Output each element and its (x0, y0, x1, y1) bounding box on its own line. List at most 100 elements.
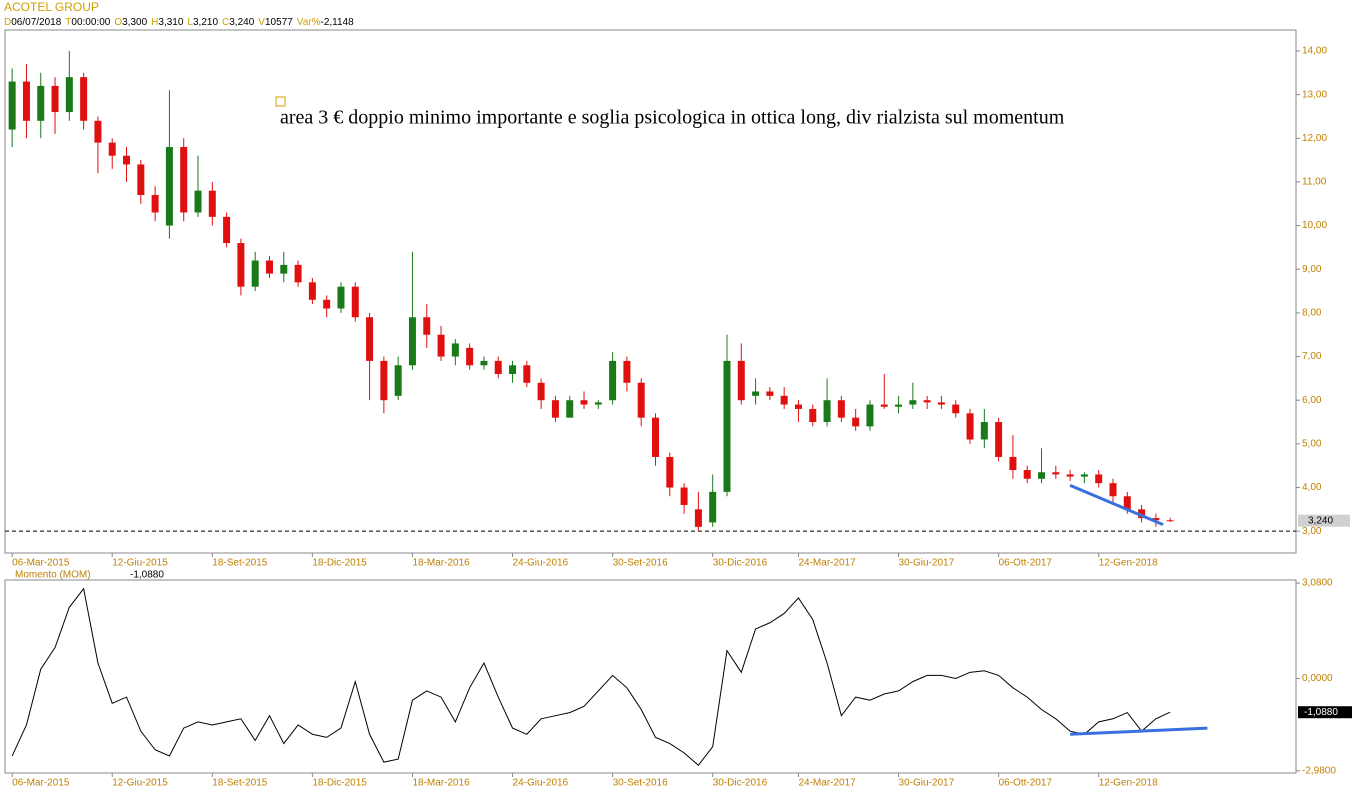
candle-body (437, 334, 445, 357)
candle-body (37, 85, 45, 121)
header-value: 3,210 (193, 17, 218, 28)
price-panel (4, 29, 1297, 554)
candle-body (265, 260, 273, 274)
candle-body (980, 422, 988, 440)
header-value: 00:00:00 (71, 17, 110, 28)
last-value-label: -1,0880 (1304, 707, 1338, 718)
x-tick-label: 18-Dic-2015 (312, 558, 367, 569)
candle-body (94, 120, 102, 143)
last-value-label: 3,240 (1308, 515, 1333, 526)
x-tick-label: 24-Mar-2017 (798, 778, 856, 789)
candle-body (780, 395, 788, 405)
x-tick-label: 06-Ott-2017 (999, 778, 1053, 789)
header-key: O (114, 17, 122, 28)
candle-body (408, 317, 416, 366)
y-tick-label: 5,00 (1302, 439, 1322, 450)
candle-body (1138, 509, 1146, 519)
y-tick-label: 8,00 (1302, 308, 1322, 319)
x-tick-label: 30-Set-2016 (613, 558, 668, 569)
candle-body (308, 282, 316, 300)
candle-body (709, 491, 717, 523)
y-tick-label: 6,00 (1302, 395, 1322, 406)
header-key: C (222, 17, 229, 28)
x-tick-label: 12-Giu-2015 (112, 778, 168, 789)
candle-body (137, 164, 145, 196)
x-tick-label: 30-Giu-2017 (899, 558, 955, 569)
candle-body (1095, 474, 1103, 484)
candle-body (494, 360, 502, 375)
annotation-marker (275, 96, 286, 107)
header-value: 3,310 (158, 17, 183, 28)
candle-body (794, 404, 802, 409)
candle-body (151, 195, 159, 213)
header-value: 3,300 (122, 17, 147, 28)
candle-body (637, 382, 645, 418)
candle-body (223, 216, 231, 244)
candle-body (837, 400, 845, 418)
candle-body (323, 299, 331, 309)
candle-body (995, 422, 1003, 457)
candle-body (1166, 520, 1174, 522)
y-tick-label: 4,00 (1302, 482, 1322, 493)
y-tick-label: 7,00 (1302, 351, 1322, 362)
annotation: area 3 € doppio minimo importante e sogl… (280, 107, 1065, 129)
candle-body (337, 286, 345, 309)
momentum-line (11, 587, 1171, 766)
candle-body (423, 317, 431, 335)
candle-body (294, 264, 302, 283)
candle-body (466, 347, 474, 366)
candle-body (723, 360, 731, 492)
x-tick-label: 12-Gen-2018 (1099, 558, 1158, 569)
candle-body (237, 243, 245, 287)
last-value-tag (1298, 706, 1352, 719)
candle-body (480, 360, 488, 366)
chart-title: ACOTEL GROUP (4, 0, 99, 14)
candle-body (22, 81, 30, 121)
y-tick-label: 10,00 (1302, 220, 1327, 231)
candle-body (852, 417, 860, 427)
x-tick-label: 18-Dic-2015 (312, 778, 367, 789)
candle-body (923, 400, 931, 403)
y-tick-label: 3,0800 (1302, 578, 1333, 589)
y-tick-label: 12,00 (1302, 133, 1327, 144)
candle-body (394, 365, 402, 396)
header-key: V (258, 17, 265, 28)
x-tick-label: 18-Mar-2016 (412, 778, 470, 789)
candle-body (208, 190, 216, 217)
candle-body (123, 155, 131, 165)
candle-body (165, 146, 173, 226)
candle-body (108, 142, 116, 156)
y-tick-label: 11,00 (1302, 177, 1327, 188)
candle-body (823, 400, 831, 423)
x-tick-label: 30-Dic-2016 (713, 558, 768, 569)
trendline (1069, 483, 1164, 527)
y-tick-label: 3,00 (1302, 526, 1322, 537)
y-tick-label: 0,0000 (1302, 673, 1333, 684)
header-key: H (151, 17, 158, 28)
candle-body (351, 286, 359, 318)
candle-body (51, 85, 59, 113)
candle-body (680, 487, 688, 505)
candle-body (509, 365, 517, 375)
x-tick-label: 24-Giu-2016 (513, 778, 569, 789)
candle-body (1109, 483, 1117, 497)
candle-body (1066, 474, 1074, 477)
y-tick-label: 13,00 (1302, 89, 1327, 100)
candle-body (737, 360, 745, 401)
candle-body (566, 400, 574, 418)
candle-body (694, 509, 702, 527)
x-tick-label: 30-Giu-2017 (899, 778, 955, 789)
indicator-name: Momento (MOM) (15, 570, 91, 581)
candle-body (65, 77, 73, 113)
x-tick-label: 18-Set-2015 (212, 778, 267, 789)
header-value: 3,240 (229, 17, 254, 28)
candle-body (866, 404, 874, 427)
candle-body (909, 400, 917, 405)
candle-body (666, 456, 674, 488)
x-tick-label: 06-Mar-2015 (12, 558, 70, 569)
last-value-tag (1298, 514, 1350, 527)
candle-body (623, 360, 631, 383)
header-key: L (187, 17, 193, 28)
header-key: Var% (297, 17, 321, 28)
candle-body (952, 404, 960, 414)
